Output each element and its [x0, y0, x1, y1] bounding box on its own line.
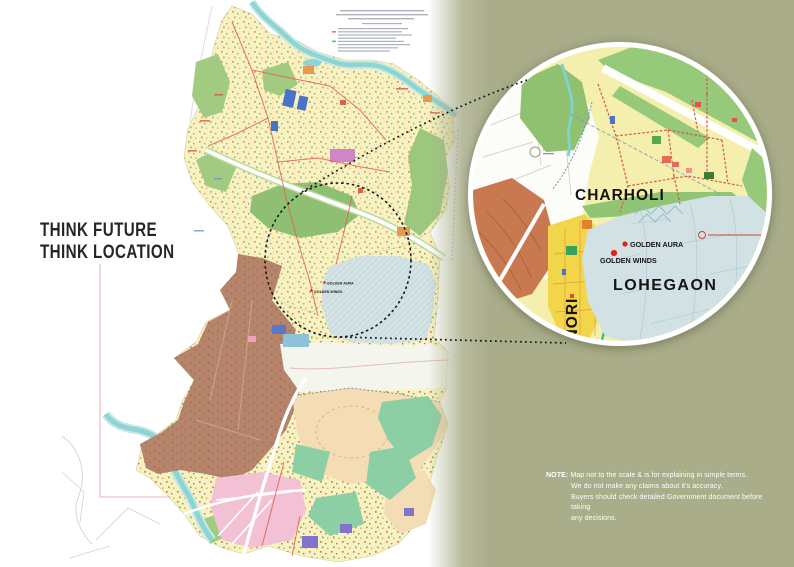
inset-label-dhanori: DHANORI	[564, 298, 581, 341]
map-legend-block	[332, 10, 428, 52]
golden-aura-label: GOLDEN AURA	[630, 240, 683, 249]
note-prefix: NOTE:	[546, 472, 569, 479]
golden-winds-label: GOLDEN WINDS	[600, 256, 657, 265]
note-line-1: NOTE: Map not to the scale & is for expl…	[546, 472, 748, 479]
disclaimer-note: NOTE: Map not to the scale & is for expl…	[546, 471, 778, 525]
golden-winds-dot	[610, 249, 618, 257]
zoom-inset-circle: GOLDEN AURA GOLDEN WINDS CHARHOLI LOHEGA…	[468, 42, 772, 346]
golden-aura-dot	[622, 241, 628, 247]
headline-line-2: THINK LOCATION	[40, 242, 175, 263]
inset-label-lohegaon: LOHEGAON	[613, 277, 717, 294]
note-line-3: Buyers should check detailed Government …	[571, 493, 763, 512]
note-line-2: We do not make any claims about it's acc…	[571, 482, 723, 490]
inset-label-charholi: CHARHOLI	[575, 187, 665, 204]
note-line-4: any decisions.	[571, 515, 617, 523]
headline-line-1: THINK FUTURE	[40, 220, 158, 241]
headline: THINK FUTURE THINK LOCATION	[40, 220, 175, 264]
